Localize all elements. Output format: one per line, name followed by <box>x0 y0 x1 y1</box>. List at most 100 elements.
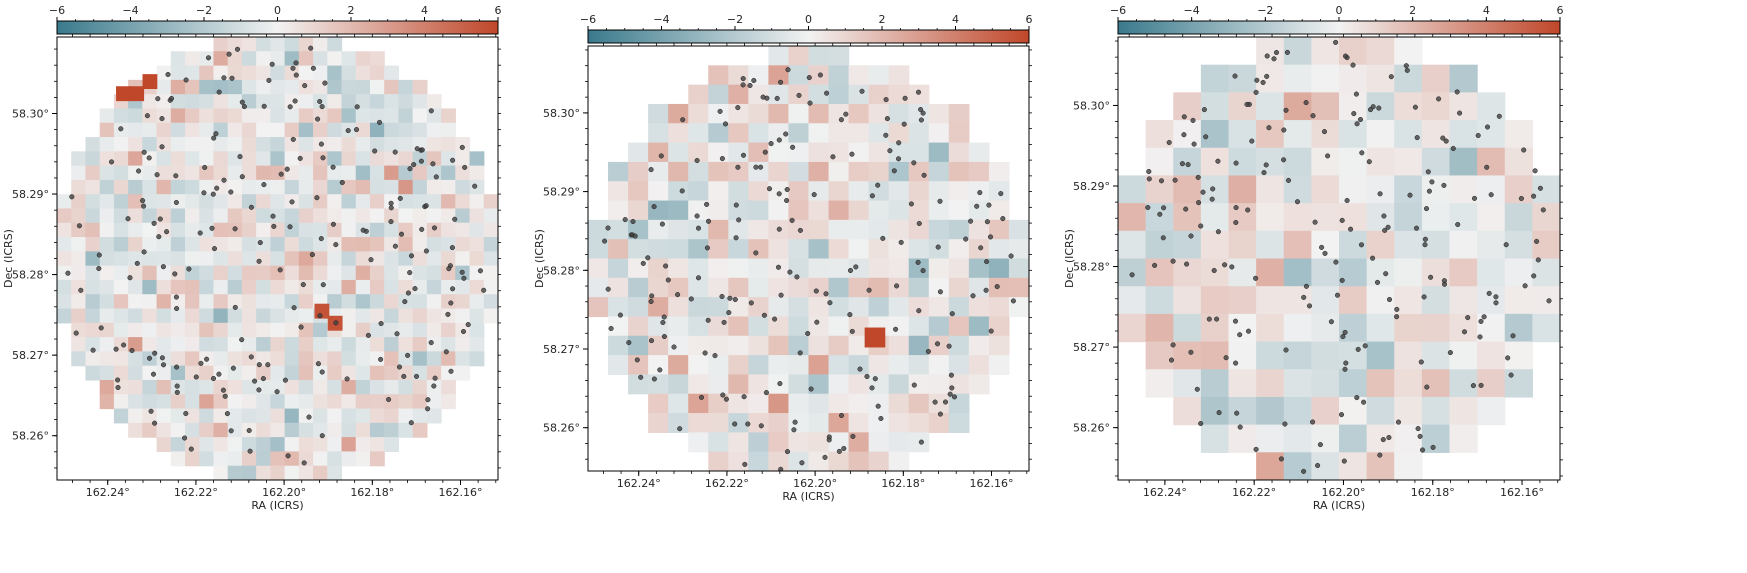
heatmap-cell <box>1228 313 1257 343</box>
scatter-point <box>1216 410 1222 416</box>
heatmap-cell <box>455 165 471 181</box>
colorbar-tick-label: −4 <box>122 4 138 17</box>
scatter-point <box>1381 213 1387 219</box>
heatmap-cell <box>85 194 101 210</box>
scatter-point <box>1461 329 1468 335</box>
heatmap-cell <box>1449 230 1478 260</box>
heatmap-cell <box>1311 286 1340 315</box>
scatter-point <box>1232 318 1239 324</box>
heatmap-cell <box>728 103 749 124</box>
heatmap-cell <box>156 308 172 324</box>
scatter-point <box>198 360 204 366</box>
heatmap-cell <box>398 237 414 252</box>
heatmap-cell <box>608 181 629 202</box>
heatmap-cell <box>868 219 890 240</box>
heatmap-cell <box>384 208 400 224</box>
heatmap-cell <box>748 413 770 433</box>
scatter-point <box>963 236 969 242</box>
heatmap-cell <box>1256 230 1285 260</box>
heatmap-cell <box>426 237 442 252</box>
heatmap-cell <box>948 258 970 279</box>
scatter-point <box>1341 458 1347 464</box>
heatmap-cell <box>341 208 357 224</box>
scatter-point <box>768 141 774 147</box>
scatter-point <box>1521 147 1527 153</box>
heatmap-cell <box>988 161 1010 182</box>
heatmap-cell <box>1339 37 1368 66</box>
heatmap-cell <box>788 161 810 182</box>
scatter-point <box>146 155 152 161</box>
heatmap-cell <box>648 181 669 202</box>
heatmap-cell <box>185 308 200 324</box>
heatmap-cell <box>768 432 790 453</box>
heatmap-cell <box>298 51 314 67</box>
heatmap-cell <box>284 122 300 138</box>
scatter-point <box>1260 79 1266 86</box>
scatter-point <box>448 368 454 374</box>
heatmap-cell <box>808 258 830 279</box>
scatter-point <box>1160 235 1166 241</box>
heatmap-cell <box>128 379 143 395</box>
heatmap-cell <box>708 297 729 318</box>
scatter-point <box>472 183 478 189</box>
heatmap-cell <box>768 142 790 163</box>
heatmap-cell <box>608 297 629 318</box>
heatmap-cell <box>170 137 186 152</box>
heatmap-cell <box>199 451 215 467</box>
heatmap-cell <box>908 123 930 144</box>
heatmap-cell <box>1311 424 1340 453</box>
heatmap-cell <box>384 437 400 453</box>
heatmap-cell <box>1283 396 1312 426</box>
heatmap-cell <box>256 465 271 480</box>
heatmap-cell <box>1228 64 1257 93</box>
heatmap-cell <box>628 277 649 298</box>
heatmap-cell <box>648 355 669 376</box>
scatter-point <box>293 72 299 78</box>
heatmap-cell <box>199 151 215 167</box>
heatmap-cell <box>968 219 990 240</box>
scatter-point <box>896 140 902 146</box>
scatter-point <box>1310 113 1316 119</box>
heatmap-cell <box>341 322 357 338</box>
heatmap-cell <box>1256 258 1285 287</box>
scatter-point <box>1534 238 1540 244</box>
heatmap-cell <box>426 122 442 138</box>
scatter-point <box>978 245 984 251</box>
scatter-point <box>1418 359 1424 365</box>
heatmap-cell <box>412 408 428 424</box>
heatmap-cell <box>199 437 215 453</box>
heatmap-cell <box>256 237 271 252</box>
scatter-point <box>1170 342 1176 348</box>
heatmap-cell <box>608 219 629 240</box>
heatmap-cell <box>483 208 498 224</box>
heatmap-cell <box>156 79 172 95</box>
heatmap-cell <box>170 165 186 181</box>
heatmap-cell <box>270 237 286 252</box>
heatmap-cell <box>1008 277 1029 298</box>
scatter-point <box>330 164 336 170</box>
scatter-point <box>115 384 121 391</box>
scatter-point <box>405 290 411 296</box>
heatmap-cell <box>270 322 286 338</box>
heatmap-cell <box>128 237 143 252</box>
heatmap-cell <box>213 151 229 167</box>
heatmap-cell <box>355 65 371 81</box>
heatmap-cell <box>284 279 300 295</box>
heatmap-cell <box>928 297 950 318</box>
heatmap-cell <box>313 337 328 352</box>
heatmap-cell <box>241 337 257 352</box>
heatmap-cell <box>298 294 314 310</box>
heatmap-cell <box>71 208 87 224</box>
heatmap-cell <box>1366 396 1395 426</box>
heatmap-cell <box>708 374 729 395</box>
scatter-point <box>322 80 328 86</box>
heatmap-cell <box>748 103 770 124</box>
scatter-point <box>1301 468 1307 474</box>
heatmap-cell <box>99 222 115 238</box>
heatmap-cell <box>968 161 990 182</box>
heatmap-cell <box>398 394 414 410</box>
heatmap-cell <box>848 277 870 298</box>
heatmap-cell <box>213 308 229 324</box>
heatmap-cell <box>369 365 385 381</box>
heatmap-cell <box>648 219 669 240</box>
